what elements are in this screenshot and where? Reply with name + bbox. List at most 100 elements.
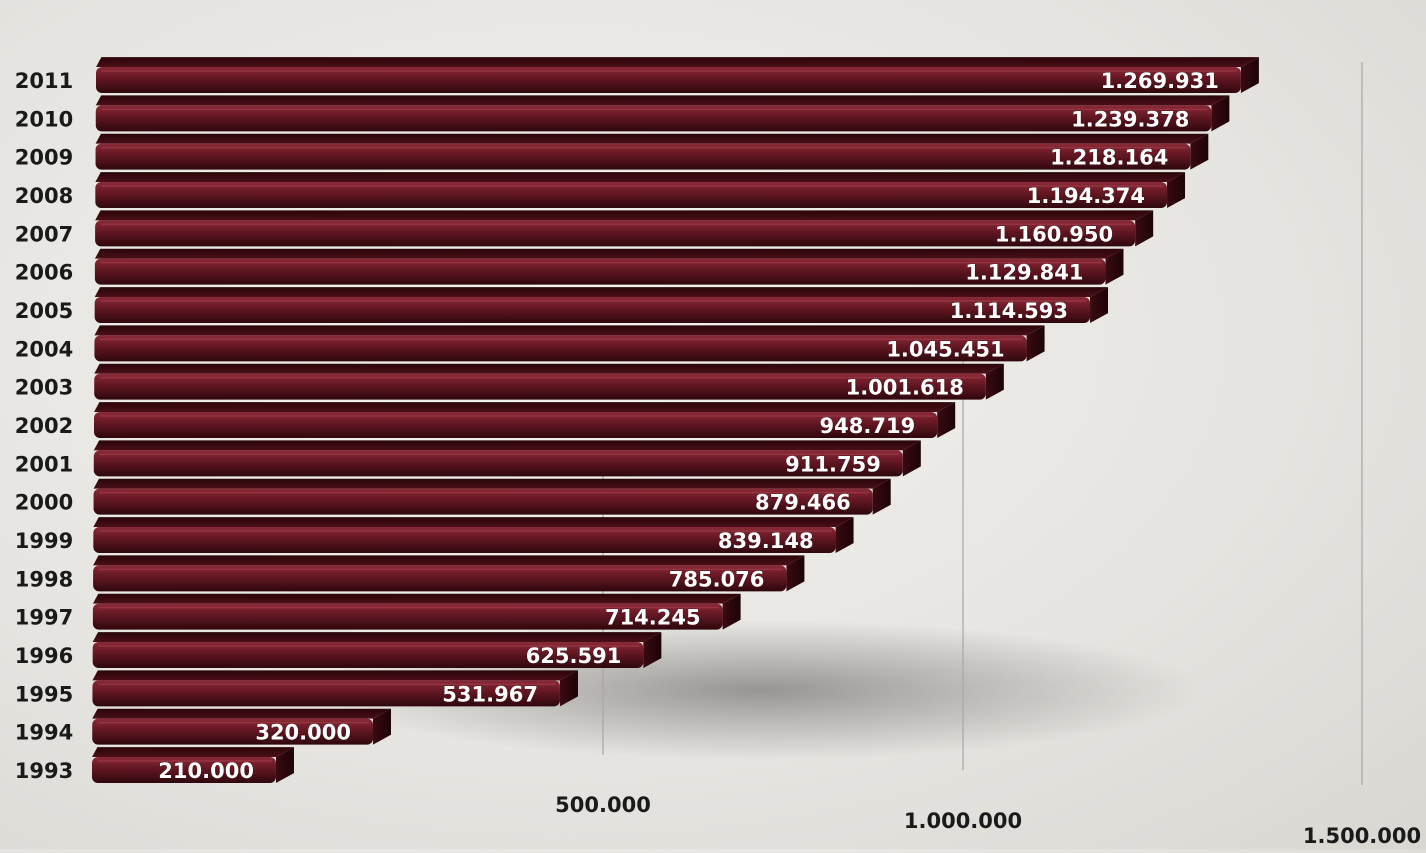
bar-front-face: [93, 565, 787, 592]
bar-front-face: [92, 603, 723, 630]
bar-1998: [93, 555, 805, 592]
bar-top-face: [94, 248, 1124, 259]
bar-front-face: [92, 757, 276, 783]
bar-front-face: [94, 373, 986, 400]
bar-1994: [92, 708, 391, 745]
bar-2010: [95, 95, 1230, 132]
data-label-2002: 948.719: [820, 414, 916, 438]
y-tick-label-1994: 1994: [15, 721, 73, 745]
bar-2008: [95, 172, 1186, 208]
y-tick-label-1996: 1996: [15, 644, 73, 668]
data-label-1993: 210.000: [158, 759, 254, 783]
data-label-1996: 625.591: [526, 644, 622, 668]
bar-2009: [95, 133, 1209, 170]
y-tick-label-2003: 2003: [15, 376, 73, 400]
data-label-2000: 879.466: [755, 491, 851, 515]
bar-end-cap: [1026, 325, 1045, 362]
y-tick-label-2006: 2006: [15, 261, 73, 285]
bar-top-face: [93, 517, 854, 527]
bar-front-face: [92, 680, 560, 707]
data-label-2008: 1.194.374: [1027, 184, 1145, 208]
bar-front-face: [94, 335, 1027, 362]
bar-2002: [94, 402, 956, 438]
data-label-2003: 1.001.618: [846, 376, 964, 400]
bar-1996: [92, 632, 662, 668]
bar-2000: [93, 478, 891, 515]
y-tick-label-2011: 2011: [15, 69, 73, 93]
bar-top-face: [94, 363, 1004, 374]
bar-top-face: [92, 747, 294, 757]
bar-front-face: [93, 488, 873, 515]
bar-end-cap: [643, 632, 662, 668]
y-tick-label-1999: 1999: [15, 529, 73, 553]
bar-top-face: [95, 210, 1154, 221]
bar-top-face: [93, 478, 891, 489]
data-label-2006: 1.129.841: [965, 261, 1083, 285]
data-label-2010: 1.239.378: [1071, 107, 1189, 131]
y-tick-label-1995: 1995: [15, 682, 73, 706]
y-tick-label-2004: 2004: [15, 337, 73, 361]
y-tick-label-2009: 2009: [15, 146, 73, 170]
data-label-2011: 1.269.931: [1101, 69, 1219, 93]
bar-end-cap: [1190, 133, 1209, 170]
x-tick-label-0: 500.000: [555, 793, 651, 817]
bar-top-face: [95, 95, 1230, 106]
bar-end-cap: [722, 593, 741, 630]
data-label-1997: 714.245: [605, 606, 701, 630]
bar-end-cap: [902, 440, 921, 477]
bar-end-cap: [559, 670, 578, 707]
bar-2006: [94, 248, 1124, 285]
bar-top-face: [95, 133, 1209, 144]
bar-top-face: [92, 632, 662, 642]
data-label-2001: 911.759: [785, 452, 881, 476]
bar-1995: [92, 670, 578, 707]
y-tick-label-2007: 2007: [15, 222, 73, 246]
bar-end-cap: [872, 478, 891, 515]
bar-front-face: [95, 220, 1136, 247]
bar-front-face: [96, 67, 1241, 93]
bar-top-face: [92, 593, 741, 604]
data-label-1999: 839.148: [718, 529, 814, 553]
bar-end-cap: [1211, 95, 1230, 132]
bar-top-face: [92, 708, 391, 719]
bar-end-cap: [1105, 248, 1124, 285]
bar-end-cap: [835, 517, 854, 553]
bar-2004: [94, 325, 1045, 362]
bar-front-face: [92, 642, 644, 668]
y-tick-label-2008: 2008: [15, 184, 73, 208]
bar-front-face: [93, 450, 903, 477]
bar-front-face: [94, 412, 938, 438]
bar-end-cap: [1240, 57, 1259, 93]
bar-1993: [92, 747, 294, 783]
bar-end-cap: [275, 747, 294, 783]
bar-2003: [94, 363, 1004, 400]
bar-top-face: [92, 670, 578, 681]
bar-top-face: [96, 57, 1259, 67]
bar-end-cap: [1167, 172, 1186, 208]
data-label-1995: 531.967: [442, 682, 538, 706]
y-tick-label-2010: 2010: [15, 107, 73, 131]
bar-top-face: [94, 325, 1045, 336]
bar-end-cap: [1135, 210, 1154, 247]
y-tick-label-1998: 1998: [15, 567, 73, 591]
bar-top-face: [94, 287, 1109, 297]
bar-front-face: [93, 527, 836, 553]
bar-2007: [95, 210, 1154, 247]
bar-end-cap: [1090, 287, 1109, 323]
bar-top-face: [94, 402, 956, 412]
y-tick-label-2001: 2001: [15, 452, 73, 476]
data-label-2009: 1.218.164: [1050, 146, 1168, 170]
data-label-1998: 785.076: [669, 567, 765, 591]
bar-end-cap: [937, 402, 956, 438]
bar-front-face: [95, 182, 1168, 208]
bar-top-face: [93, 440, 921, 451]
data-label-2007: 1.160.950: [995, 222, 1113, 246]
bar-2001: [93, 440, 921, 477]
bar-top-face: [95, 172, 1186, 182]
y-tick-label-1997: 1997: [15, 606, 73, 630]
data-label-1994: 320.000: [255, 721, 351, 745]
y-tick-label-2002: 2002: [15, 414, 73, 438]
bar-end-cap: [372, 708, 391, 745]
